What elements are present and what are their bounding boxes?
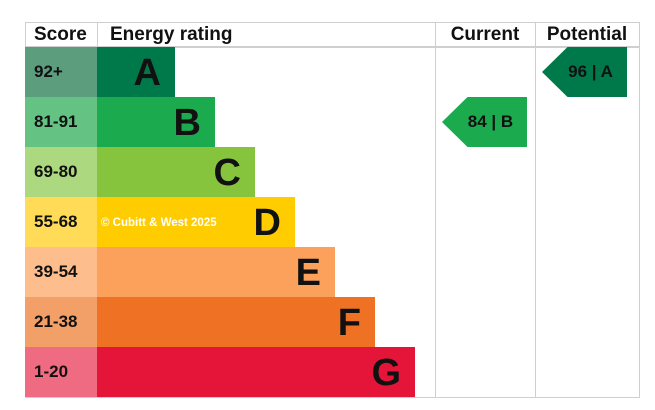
header-energy-rating: Energy rating	[110, 24, 233, 45]
current-rating-label: 84 | B	[467, 112, 514, 131]
rating-letter: D	[253, 202, 281, 244]
border-bottom	[25, 397, 639, 398]
score-range-e: 39-54	[25, 247, 97, 297]
rating-bar-a: A	[97, 47, 175, 97]
rating-bar-f: F	[97, 297, 375, 347]
divider-score	[97, 22, 98, 47]
score-range-c: 69-80	[25, 147, 97, 197]
header-divider	[25, 46, 639, 48]
score-range-f: 21-38	[25, 297, 97, 347]
header-score: Score	[34, 24, 87, 45]
border-top	[25, 22, 639, 23]
rating-bar-g: G	[97, 347, 415, 397]
rating-letter: B	[173, 102, 201, 144]
potential-rating-arrow: 96 | A	[542, 47, 627, 97]
rating-letter: C	[213, 152, 241, 194]
rating-letter: F	[337, 302, 361, 344]
rating-bar-c: C	[97, 147, 255, 197]
copyright-watermark: © Cubitt & West 2025	[101, 217, 217, 229]
rating-letter: G	[371, 352, 401, 394]
header-potential: Potential	[546, 24, 628, 45]
rating-bar-d: D © Cubitt & West 2025	[97, 197, 295, 247]
current-rating-arrow: 84 | B	[442, 97, 527, 147]
divider-current	[435, 22, 436, 398]
rating-bar-b: B	[97, 97, 215, 147]
rating-letter: E	[295, 252, 321, 294]
divider-potential	[535, 22, 536, 398]
header-current: Current	[450, 24, 520, 45]
score-range-a: 92+	[25, 47, 97, 97]
score-range-d: 55-68	[25, 197, 97, 247]
rating-letter: A	[133, 52, 161, 94]
border-right	[639, 22, 640, 398]
score-range-g: 1-20	[25, 347, 97, 397]
score-range-b: 81-91	[25, 97, 97, 147]
rating-bar-e: E	[97, 247, 335, 297]
potential-rating-label: 96 | A	[568, 62, 613, 81]
